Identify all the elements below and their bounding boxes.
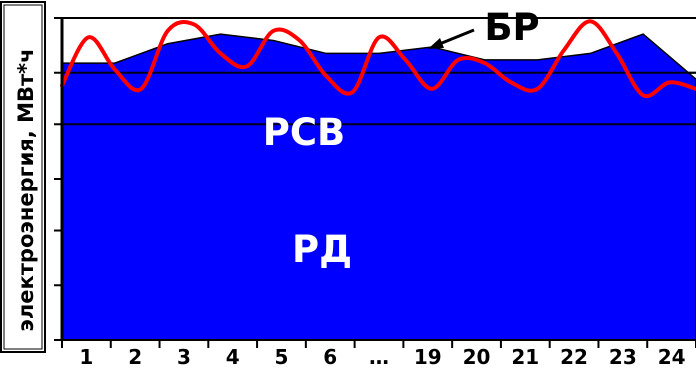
x-tick-label-9: 21 <box>511 345 539 369</box>
x-tick-label-10: 22 <box>560 345 588 369</box>
x-tick-label-2: 3 <box>177 345 191 369</box>
area-series <box>61 33 696 341</box>
y-axis-label: электроэнергия, МВт*ч <box>14 48 38 331</box>
y-axis-label-inner-box <box>3 4 43 350</box>
x-ticks <box>61 340 696 348</box>
x-tick-label-8: 20 <box>463 345 491 369</box>
annotation-rsv: РСВ <box>263 111 345 154</box>
y-axis-label-box <box>0 1 46 353</box>
y-ticks <box>54 17 62 341</box>
grid-overlay <box>62 71 696 126</box>
line-series <box>60 19 696 99</box>
x-tick-label-3: 4 <box>226 345 240 369</box>
x-tick-label-0: 1 <box>79 345 93 369</box>
line-br <box>60 19 696 99</box>
x-tick-label-4: 5 <box>275 345 289 369</box>
area-rsv <box>61 33 696 341</box>
annotation-rd: РД <box>292 228 352 271</box>
annotation-br-arrowhead <box>428 38 444 49</box>
x-tick-label-12: 24 <box>658 345 686 369</box>
x-tick-label-11: 23 <box>609 345 637 369</box>
x-tick-label-1: 2 <box>128 345 142 369</box>
x-tick-label-6: … <box>369 345 389 369</box>
x-tick-label-7: 19 <box>414 345 442 369</box>
annotation-br-arrow <box>436 28 475 47</box>
annotation-br: БР <box>484 6 539 49</box>
x-tick-label-5: 6 <box>323 345 337 369</box>
x-tick-labels: 1 2 3 4 5 6… 19 20 21 22 23 24 <box>79 345 685 369</box>
